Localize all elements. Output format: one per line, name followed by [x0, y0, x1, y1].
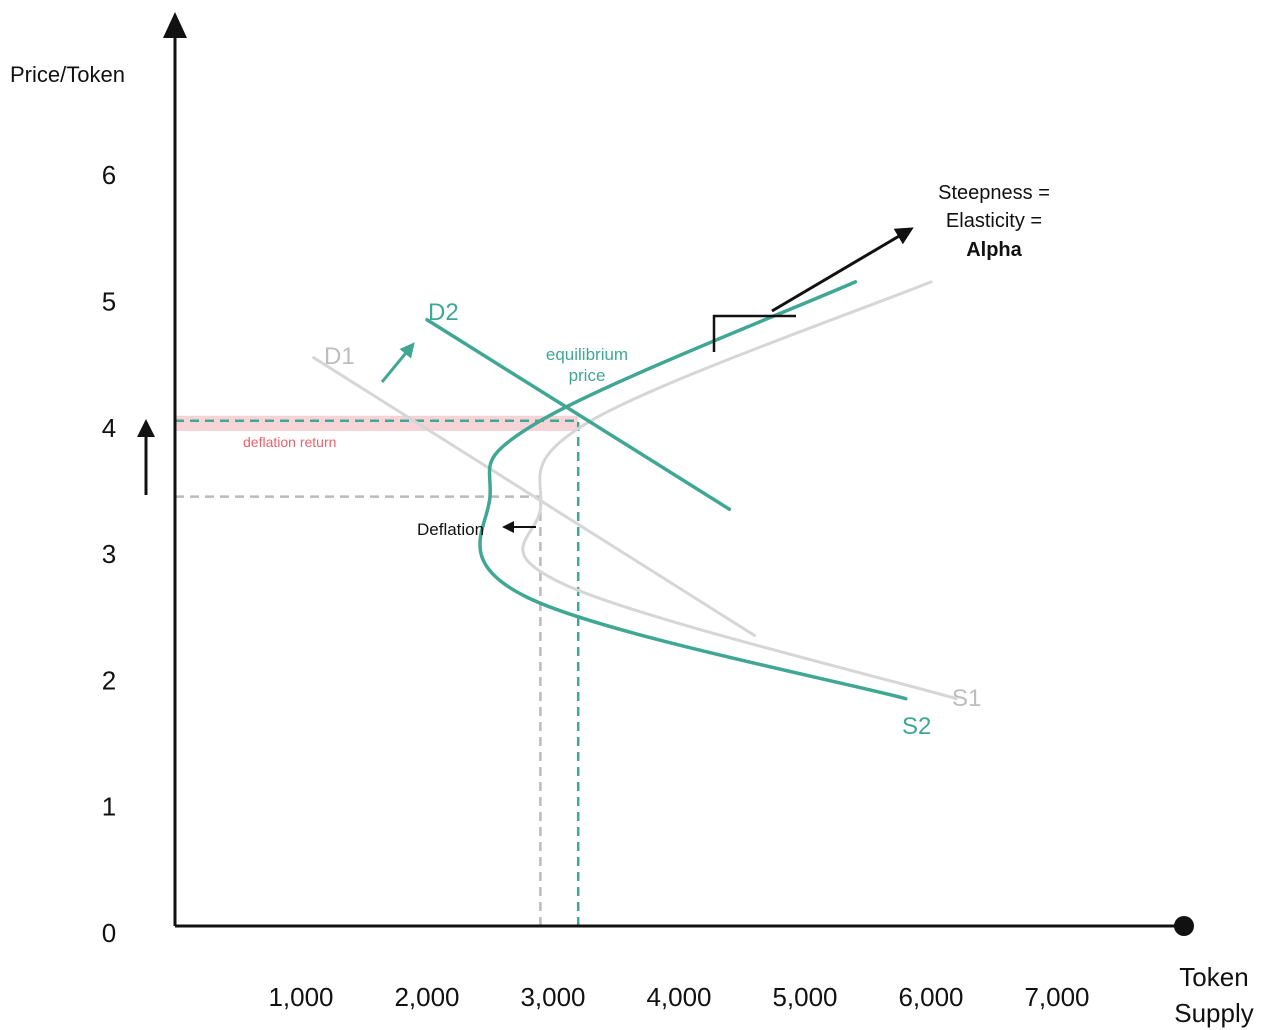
x-axis-title-line-1: Token	[1179, 962, 1248, 992]
x-tick-labels: 1,000 2,000 3,000 4,000 5,000 6,000 7,000	[268, 982, 1089, 1012]
steepness-arrow	[771, 227, 914, 313]
equilibrium-label-line-1: equilibrium	[546, 345, 628, 364]
x-tick-label: 1,000	[268, 982, 333, 1012]
curve-label-d1: D1	[324, 343, 355, 370]
x-axis-title-line-2: Supply	[1174, 998, 1254, 1028]
curves	[312, 280, 958, 701]
y-tick-label: 5	[102, 287, 116, 317]
x-tick-label: 5,000	[772, 982, 837, 1012]
curve-label-d2: D2	[428, 299, 459, 326]
y-tick-label: 3	[102, 539, 116, 569]
x-tick-label: 2,000	[394, 982, 459, 1012]
x-tick-label: 6,000	[898, 982, 963, 1012]
curve-d1	[312, 356, 757, 638]
steepness-bracket	[712, 314, 796, 352]
steepness-label-line-3: Alpha	[966, 239, 1022, 261]
curve-label-s2: S2	[902, 713, 931, 740]
deflation-label: Deflation	[417, 520, 484, 539]
x-tick-label: 3,000	[520, 982, 585, 1012]
curve-label-s1: S1	[952, 685, 981, 712]
curve-s1	[521, 280, 958, 701]
reference-lines	[175, 419, 580, 926]
demand-shift-arrow	[380, 342, 415, 383]
steepness-label-line-2: Elasticity =	[946, 210, 1042, 232]
y-tick-label: 4	[102, 413, 116, 443]
y-tick-label: 1	[102, 792, 116, 822]
y-axis-title: Price/Token	[10, 62, 125, 87]
curve-s2	[478, 280, 908, 701]
deflation-return-label: deflation return	[243, 434, 336, 450]
equilibrium-label-line-2: price	[569, 366, 606, 385]
y-axis-arrowhead	[163, 12, 187, 38]
deflation-return-band	[175, 415, 579, 431]
y-tick-label: 6	[102, 160, 116, 190]
y-tick-labels: 0 1 2 3 4 5 6	[102, 160, 116, 948]
x-tick-label: 7,000	[1024, 982, 1089, 1012]
x-axis-endpoint	[1174, 916, 1194, 936]
curve-d2	[425, 318, 732, 511]
steepness-label-line-1: Steepness =	[938, 182, 1050, 204]
y-tick-label: 0	[102, 918, 116, 948]
y-tick-label: 2	[102, 665, 116, 695]
x-tick-label: 4,000	[646, 982, 711, 1012]
